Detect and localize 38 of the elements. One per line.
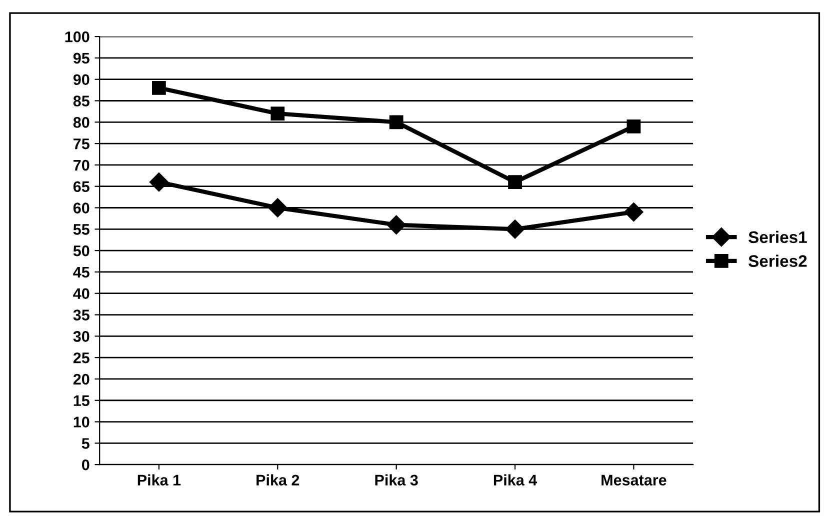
point [149, 172, 168, 192]
y-tick-label: 75 [74, 138, 90, 150]
legend-label: Series1 [748, 230, 807, 244]
point [389, 115, 404, 130]
point [152, 80, 166, 95]
x-tick-label: Pika 4 [494, 474, 538, 486]
y-tick-label: 95 [73, 52, 90, 64]
y-tick-label: 20 [73, 374, 90, 385]
point [268, 198, 288, 218]
y-tick-label: 30 [73, 331, 90, 342]
y-tick-label: 70 [74, 160, 90, 171]
x-tick-label: Pika 2 [256, 474, 300, 486]
point [626, 119, 641, 134]
point [386, 215, 406, 234]
x-tick-label: Mesatare [602, 474, 666, 486]
y-tick-label: 15 [74, 395, 90, 406]
y-tick-label: 35 [73, 310, 90, 320]
y-tick-label: 40 [73, 288, 90, 300]
y-tick-label: 10 [74, 416, 90, 428]
y-tick-label: 80 [73, 117, 90, 128]
y-tick-label: 90 [73, 74, 90, 86]
x-tick-label: Pika 3 [375, 474, 418, 486]
y-tick-label: 50 [73, 245, 90, 256]
y-tick-label: 25 [73, 352, 90, 364]
y-tick-label: 5 [82, 438, 90, 449]
y-tick-label: 60 [73, 202, 90, 214]
y-tick-label: 100 [65, 31, 90, 42]
x-tick-label: Pika 1 [138, 474, 181, 486]
point [270, 106, 285, 121]
y-tick-label: 85 [73, 96, 90, 106]
y-tick-label: 0 [82, 459, 90, 470]
y-tick-label: 55 [73, 224, 90, 235]
legend-label: Series2 [748, 254, 807, 267]
point [508, 175, 522, 190]
point [624, 202, 644, 222]
point [505, 220, 525, 239]
y-tick-label: 45 [73, 266, 90, 278]
y-tick-label: 65 [73, 181, 90, 192]
